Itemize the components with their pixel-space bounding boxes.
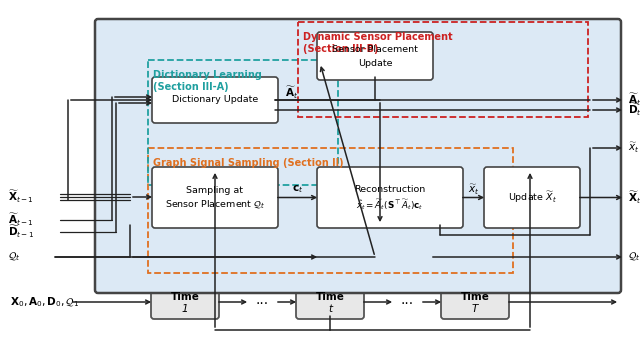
Text: T: T [472, 304, 478, 314]
Text: $\widetilde{\mathbf{A}}_t$: $\widetilde{\mathbf{A}}_t$ [285, 85, 298, 101]
FancyBboxPatch shape [152, 77, 278, 123]
FancyBboxPatch shape [317, 32, 433, 80]
Text: Reconstruction: Reconstruction [355, 185, 426, 194]
Text: $\mathcal{Q}_{t+1}$: $\mathcal{Q}_{t+1}$ [628, 251, 640, 263]
Text: Graph Signal Sampling (Section II): Graph Signal Sampling (Section II) [153, 158, 344, 168]
Text: $\mathbf{c}_t$: $\mathbf{c}_t$ [292, 184, 303, 195]
Text: Time: Time [461, 292, 490, 302]
Text: $\widetilde{\mathbf{X}}_t$: $\widetilde{\mathbf{X}}_t$ [628, 189, 640, 206]
FancyBboxPatch shape [152, 167, 278, 228]
Text: $\widetilde{\mathbf{A}}_t$: $\widetilde{\mathbf{A}}_t$ [628, 92, 640, 108]
Text: (Section III-A): (Section III-A) [153, 82, 228, 92]
Text: $\widetilde{\mathbf{X}}_{t-1}$: $\widetilde{\mathbf{X}}_{t-1}$ [8, 189, 34, 205]
FancyBboxPatch shape [95, 19, 621, 293]
Text: $\widetilde{x}_t$: $\widetilde{x}_t$ [628, 141, 639, 155]
Text: $\widetilde{x}_t$: $\widetilde{x}_t$ [468, 182, 479, 197]
Text: 1: 1 [182, 304, 188, 314]
FancyBboxPatch shape [484, 167, 580, 228]
FancyBboxPatch shape [441, 285, 509, 319]
Bar [298, 22, 588, 117]
Text: Sensor Placement: Sensor Placement [332, 44, 418, 54]
Text: ...: ... [401, 293, 413, 307]
Text: Sampling at: Sampling at [186, 186, 243, 195]
Text: Dictionary Learning: Dictionary Learning [153, 70, 262, 80]
Text: Sensor Placement $\mathcal{Q}_t$: Sensor Placement $\mathcal{Q}_t$ [164, 198, 266, 210]
Text: Dynamic Sensor Placement: Dynamic Sensor Placement [303, 32, 452, 42]
Text: Update $\widetilde{X}_t$: Update $\widetilde{X}_t$ [508, 190, 556, 205]
Text: $\widetilde{\mathbf{D}}_{t-1}$: $\widetilde{\mathbf{D}}_{t-1}$ [8, 224, 35, 240]
Text: t: t [328, 304, 332, 314]
Bar [148, 148, 513, 273]
FancyBboxPatch shape [317, 167, 463, 228]
Text: ...: ... [255, 293, 269, 307]
Bar [148, 60, 338, 185]
Text: (Section III-B): (Section III-B) [303, 44, 378, 54]
Text: $\mathcal{Q}_t$: $\mathcal{Q}_t$ [8, 251, 21, 263]
Text: Time: Time [171, 292, 200, 302]
Text: $\widetilde{\mathbf{D}}_t$: $\widetilde{\mathbf{D}}_t$ [628, 102, 640, 118]
Text: Dictionary Update: Dictionary Update [172, 96, 258, 105]
Text: $\hat{x}_t = \widetilde{A}_t(\mathbf{S}^\top\widetilde{A}_t)\mathbf{c}_t$: $\hat{x}_t = \widetilde{A}_t(\mathbf{S}^… [356, 197, 424, 212]
Text: Time: Time [316, 292, 344, 302]
Text: Update: Update [358, 58, 392, 68]
Text: $\widetilde{\mathbf{A}}_{t-1}$: $\widetilde{\mathbf{A}}_{t-1}$ [8, 212, 34, 228]
FancyBboxPatch shape [151, 285, 219, 319]
Text: $\mathbf{X}_0, \mathbf{A}_0, \mathbf{D}_0, \mathcal{Q}_1$: $\mathbf{X}_0, \mathbf{A}_0, \mathbf{D}_… [10, 295, 79, 309]
FancyBboxPatch shape [296, 285, 364, 319]
